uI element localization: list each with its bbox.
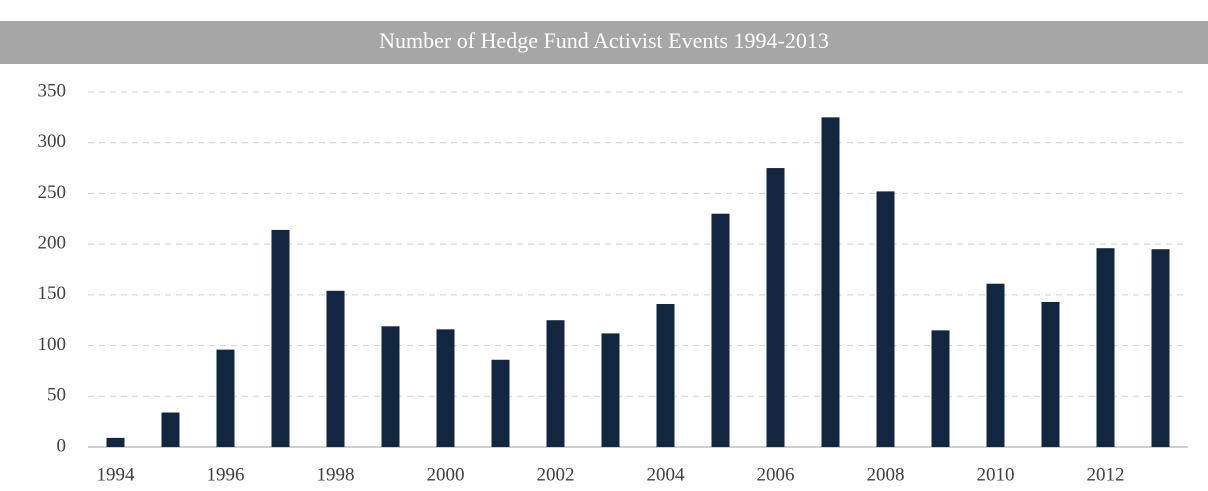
bar bbox=[711, 213, 730, 447]
x-tick-label: 1996 bbox=[207, 464, 245, 485]
bar bbox=[436, 329, 455, 447]
bar bbox=[546, 320, 565, 447]
x-tick-label: 1998 bbox=[317, 464, 355, 485]
y-tick-label: 300 bbox=[38, 131, 67, 152]
bar bbox=[876, 191, 895, 447]
x-tick-label: 2010 bbox=[977, 464, 1015, 485]
chart-title: Number of Hedge Fund Activist Events 199… bbox=[379, 28, 829, 53]
bar bbox=[1151, 249, 1170, 447]
bar bbox=[216, 349, 235, 447]
y-tick-label: 50 bbox=[47, 385, 66, 406]
bar bbox=[601, 333, 620, 447]
bar bbox=[381, 326, 400, 447]
bar bbox=[326, 290, 345, 447]
title-banner bbox=[0, 21, 1208, 64]
bar bbox=[766, 168, 785, 448]
x-tick-label: 2012 bbox=[1087, 464, 1125, 485]
bar bbox=[1041, 301, 1060, 447]
x-tick-label: 2006 bbox=[757, 464, 795, 485]
bar bbox=[656, 303, 675, 447]
bar bbox=[271, 229, 290, 447]
y-tick-label: 250 bbox=[38, 182, 67, 203]
bar bbox=[986, 283, 1005, 447]
x-tick-label: 2004 bbox=[647, 464, 686, 485]
bar bbox=[106, 437, 125, 447]
y-tick-label: 200 bbox=[38, 233, 67, 254]
bar bbox=[491, 359, 510, 447]
bar bbox=[821, 117, 840, 447]
x-tick-label: 2002 bbox=[537, 464, 575, 485]
x-tick-label: 2000 bbox=[427, 464, 465, 485]
y-tick-label: 100 bbox=[38, 334, 67, 355]
y-tick-label: 0 bbox=[57, 435, 67, 456]
bar bbox=[931, 330, 950, 447]
x-tick-label: 2008 bbox=[867, 464, 905, 485]
bar bbox=[161, 412, 180, 447]
y-tick-label: 150 bbox=[38, 283, 67, 304]
x-tick-label: 1994 bbox=[97, 464, 136, 485]
bar bbox=[1096, 248, 1115, 447]
y-tick-label: 350 bbox=[38, 80, 67, 101]
